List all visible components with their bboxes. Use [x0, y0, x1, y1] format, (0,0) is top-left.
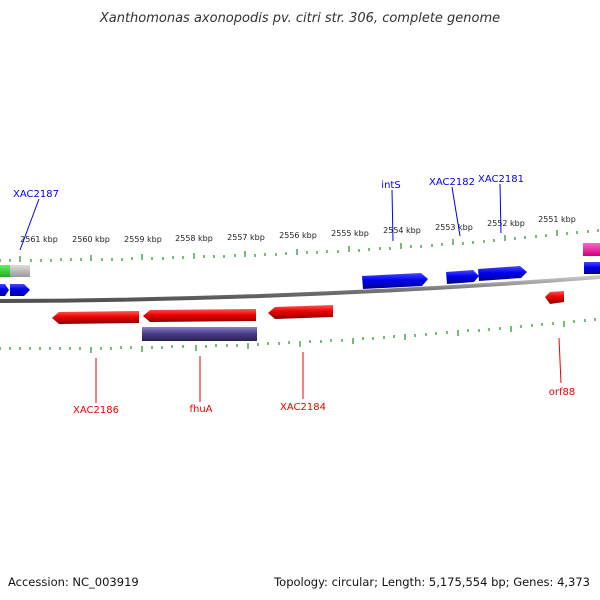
accession-text: Accession: NC_003919	[8, 575, 139, 589]
gene-arrow-xac2181[interactable]	[478, 266, 527, 281]
tick-label: 2554 kbp	[383, 226, 421, 235]
map-title: Xanthomonas axonopodis pv. citri str. 30…	[99, 11, 500, 26]
gene-feature-grey[interactable]	[10, 265, 30, 277]
gene-arrow-xac2184[interactable]	[268, 305, 333, 319]
tick-label: 2559 kbp	[124, 235, 162, 244]
gene-label-orf88: orf88	[549, 387, 575, 398]
chromosome-backbone	[0, 275, 600, 303]
gene-arrow-ints[interactable]	[362, 273, 428, 289]
gene-feature-green[interactable]	[0, 265, 10, 277]
gene-feature-blue-edge[interactable]	[584, 262, 600, 274]
gene-arrow-fhua[interactable]	[143, 309, 256, 322]
gene-arrow-xac2186[interactable]	[52, 311, 139, 324]
tick-label: 2556 kbp	[279, 231, 317, 240]
gene-feature-pink[interactable]	[583, 243, 600, 256]
tick-label: 2553 kbp	[435, 223, 473, 232]
tick-label: 2552 kbp	[487, 219, 525, 228]
tick-label: 2557 kbp	[227, 233, 265, 242]
rna-feature[interactable]	[142, 327, 257, 341]
topology-text: Topology: circular; Length: 5,175,554 bp…	[274, 575, 590, 589]
tick-label: 2560 kbp	[72, 235, 110, 244]
label-leaders	[19, 183, 562, 403]
gene-arrow-xac2187[interactable]	[10, 284, 30, 296]
lower-tick-ruler	[0, 318, 596, 353]
tick-label: 2555 kbp	[331, 229, 369, 238]
tick-label: 2558 kbp	[175, 234, 213, 243]
tick-labels: 2561 kbp 2560 kbp 2559 kbp 2558 kbp 2557…	[20, 215, 576, 244]
gene-label-xac2181: XAC2181	[478, 174, 524, 185]
gene-label-xac2187: XAC2187	[13, 189, 59, 200]
forward-strand-track	[0, 243, 600, 296]
upper-tick-ruler	[0, 229, 599, 262]
tick-label: 2551 kbp	[538, 215, 576, 224]
gene-arrow-forward[interactable]	[0, 284, 9, 296]
gene-labels: XAC2187 intS XAC2182 XAC2181 XAC2186 fhu…	[13, 174, 575, 416]
reverse-strand-track	[52, 291, 564, 341]
gene-label-ints: intS	[381, 180, 400, 191]
tick-label: 2561 kbp	[20, 235, 58, 244]
gene-label-xac2182: XAC2182	[429, 177, 475, 188]
gene-label-xac2186: XAC2186	[73, 405, 119, 416]
gene-label-xac2184: XAC2184	[280, 402, 326, 413]
gene-arrow-xac2182[interactable]	[446, 270, 479, 284]
gene-arrow-orf88[interactable]	[545, 291, 564, 304]
gene-label-fhua: fhuA	[189, 404, 212, 415]
